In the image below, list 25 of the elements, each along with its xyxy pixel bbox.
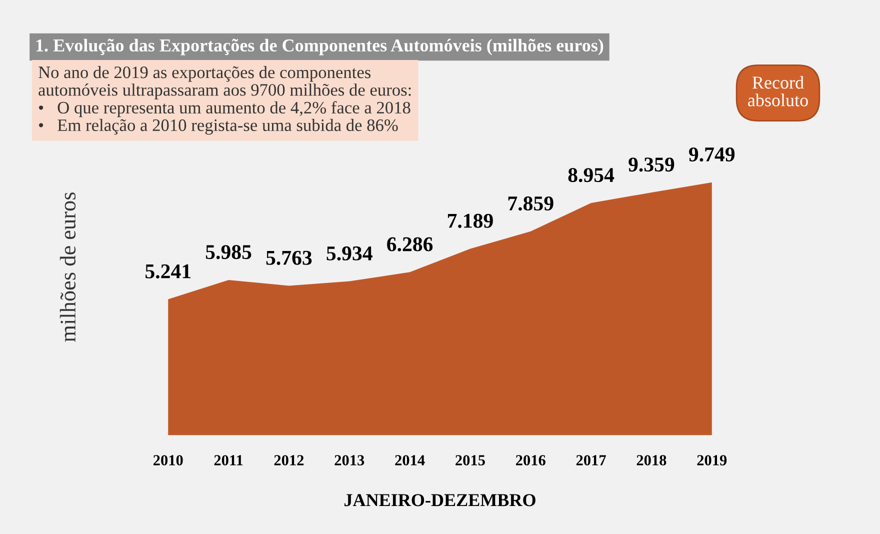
x-tick-label: 2018 — [636, 455, 666, 466]
data-label: 5.763 — [266, 250, 312, 265]
data-label: 7.189 — [448, 214, 493, 228]
chart-title: 1. Evolução das Exportações de Componentes Automóveis (milhões euros) — [36, 38, 604, 56]
chart-subtitle: No ano de 2019 as exportações de componentes automóveis ultrapassaram aos 9700 milhões de euros: • O que representa um aumento de 4,2% face a 2018 • Em relação a 2010 regista-se uma subida de 86% — [38, 66, 411, 135]
x-tick-label: 2014 — [395, 455, 425, 466]
text: Record absoluto — [748, 76, 808, 106]
x-axis-title: JANEIRO-DEZEMBRO — [344, 494, 536, 506]
x-tick-label: 2015 — [456, 455, 485, 466]
x-tick-label: 2016 — [516, 455, 546, 466]
data-label: 8.954 — [568, 168, 614, 182]
y-axis-title: milhões de euros — [60, 192, 76, 342]
data-label: 5.985 — [206, 245, 252, 260]
x-tick-label: 2010 — [153, 455, 183, 466]
data-label: 7.859 — [508, 196, 554, 211]
data-label: 5.934 — [326, 246, 372, 261]
data-label: 9.359 — [628, 158, 674, 172]
x-tick-label: 2013 — [334, 455, 364, 466]
data-label: 9.749 — [689, 147, 735, 162]
x-tick-label: 2011 — [214, 455, 243, 466]
x-tick-label: 2017 — [576, 455, 606, 466]
x-tick-label: 2012 — [274, 455, 304, 466]
x-tick-label: 2019 — [697, 455, 727, 466]
data-label: 6.286 — [387, 237, 433, 252]
data-label: 5.241 — [146, 264, 190, 278]
